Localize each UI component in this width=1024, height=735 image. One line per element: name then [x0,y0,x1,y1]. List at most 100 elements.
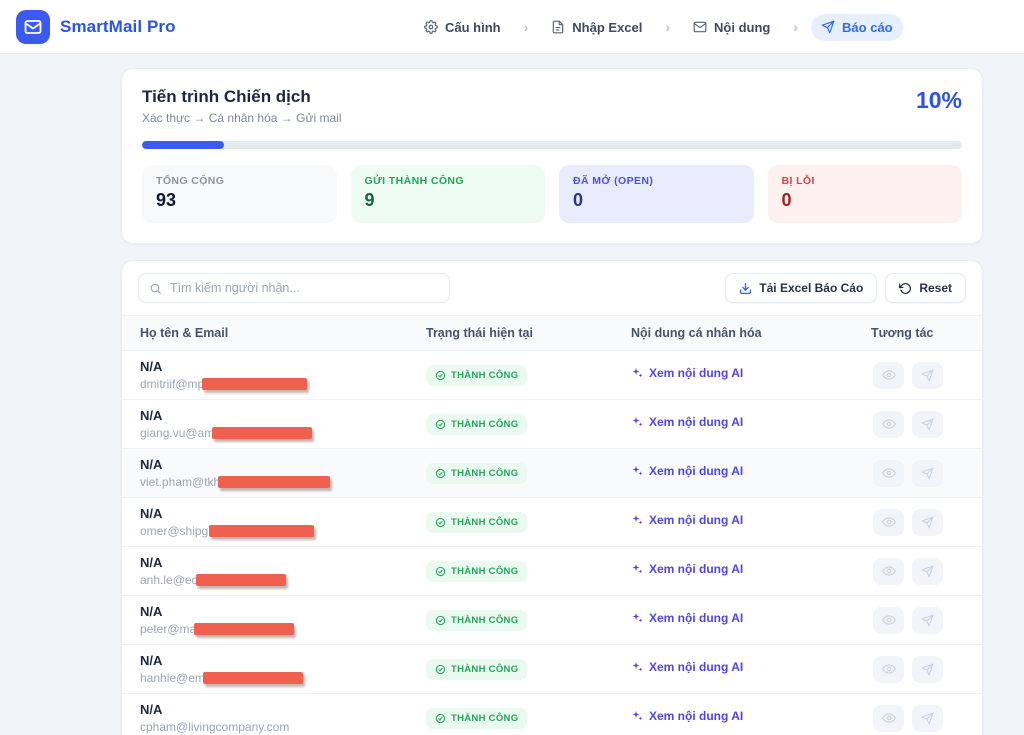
view-ai-content-link[interactable]: Xem nội dung AI [631,660,743,674]
view-email-button[interactable] [873,508,904,536]
eye-icon [881,713,896,723]
view-email-button[interactable] [873,361,904,389]
view-ai-content-link[interactable]: Xem nội dung AI [631,513,743,527]
nav-step-report[interactable]: Báo cáo [811,13,903,41]
view-ai-content-link[interactable]: Xem nội dung AI [631,366,743,380]
recipient-cell: N/A hanhle@em [140,653,426,685]
nav-step-label: Nội dung [714,19,771,35]
view-email-button[interactable] [873,704,904,732]
stat-value: 93 [156,190,177,210]
recipient-name: N/A [140,702,163,717]
chevron-right-icon: › [665,19,671,35]
view-email-button[interactable] [873,606,904,634]
send-email-button[interactable] [912,557,943,585]
ai-content-cell: Xem nội dung AI [631,366,871,384]
status-badge: THÀNH CÔNG [426,560,528,582]
send-email-button[interactable] [912,606,943,634]
sparkles-icon [632,564,643,574]
search-input[interactable] [170,281,439,295]
nav-step-label: Báo cáo [842,19,893,35]
envelope-icon [693,21,707,33]
stat-card-errors: BỊ LỖI 0 [767,165,962,223]
recipient-email: anh.le@ec [140,573,426,587]
recipient-email: omer@shipgl [140,524,426,538]
view-ai-content-link[interactable]: Xem nội dung AI [631,464,743,478]
brand: SmartMail Pro [16,9,176,44]
table-row: N/A omer@shipgl THÀNH CÔNG Xem nội dung … [122,498,982,547]
check-circle-icon [435,517,446,527]
status-badge: THÀNH CÔNG [426,707,528,729]
ai-content-cell: Xem nội dung AI [631,415,871,433]
recipient-cell: N/A omer@shipgl [140,506,426,538]
stat-label: ĐÃ MỞ (OPEN) [573,175,654,187]
send-email-button[interactable] [912,361,943,389]
recipient-email: giang.vu@am [140,426,426,440]
actions-cell [871,508,964,536]
eye-icon [881,664,896,674]
reset-icon [899,282,912,294]
status-badge: THÀNH CÔNG [426,511,528,533]
nav-step-import-excel[interactable]: Nhập Excel [541,14,652,41]
actions-cell [871,704,964,732]
view-ai-content-link[interactable]: Xem nội dung AI [631,562,743,576]
status-cell: THÀNH CÔNG [426,511,631,533]
send-email-button[interactable] [912,410,943,438]
stat-value: 9 [364,190,375,210]
send-email-button[interactable] [912,459,943,487]
redaction-block [202,378,308,390]
redaction-block [194,623,295,635]
sparkles-icon [632,711,643,721]
check-circle-icon [435,615,446,625]
search-box[interactable] [138,273,450,303]
nav-step-config[interactable]: Cấu hình [414,14,511,41]
status-cell: THÀNH CÔNG [426,560,631,582]
eye-icon [881,468,896,478]
export-excel-button[interactable]: Tải Excel Báo Cáo [725,273,878,303]
view-ai-content-link[interactable]: Xem nội dung AI [631,709,743,723]
send-email-button[interactable] [912,655,943,683]
recipient-name: N/A [140,457,163,472]
column-header-interactions: Tương tác [871,326,934,340]
eye-icon [881,370,896,380]
recipient-email: viet.pham@tkh [140,475,426,489]
brand-name: SmartMail Pro [60,16,176,36]
sparkles-icon [632,417,643,427]
nav-step-label: Nhập Excel [572,19,643,35]
recipient-name: N/A [140,604,163,619]
nav-step-content[interactable]: Nội dung [683,14,780,41]
status-cell: THÀNH CÔNG [426,658,631,680]
progress-percent: 10% [915,87,962,113]
status-cell: THÀNH CÔNG [426,609,631,631]
view-email-button[interactable] [873,655,904,683]
ai-content-cell: Xem nội dung AI [631,660,871,678]
redaction-block [208,525,314,537]
check-circle-icon [435,370,446,380]
view-ai-content-link[interactable]: Xem nội dung AI [631,415,743,429]
stat-card-sent-success: GỬI THÀNH CÔNG 9 [350,165,545,223]
table-row: N/A dmitriif@mp THÀNH CÔNG Xem nội dung … [122,351,982,400]
send-email-button[interactable] [912,704,943,732]
status-badge: THÀNH CÔNG [426,462,528,484]
table-row: N/A anh.le@ec THÀNH CÔNG Xem nội dung AI [122,547,982,596]
chevron-right-icon: › [793,19,799,35]
view-email-button[interactable] [873,459,904,487]
ai-content-cell: Xem nội dung AI [631,513,871,531]
view-ai-content-link[interactable]: Xem nội dung AI [631,611,743,625]
status-cell: THÀNH CÔNG [426,364,631,386]
eye-icon [881,615,896,625]
view-email-button[interactable] [873,410,904,438]
column-header-ai-content: Nội dung cá nhân hóa [631,326,762,340]
redaction-block [212,427,313,439]
actions-cell [871,410,964,438]
status-badge: THÀNH CÔNG [426,413,528,435]
status-cell: THÀNH CÔNG [426,462,631,484]
progress-fill [142,141,224,149]
reset-button[interactable]: Reset [885,273,966,303]
stat-label: BỊ LỖI [781,175,815,187]
recipient-name: N/A [140,506,163,521]
recipient-cell: N/A peter@ma [140,604,426,636]
view-email-button[interactable] [873,557,904,585]
send-icon [921,516,934,528]
send-email-button[interactable] [912,508,943,536]
recipient-name: N/A [140,653,163,668]
